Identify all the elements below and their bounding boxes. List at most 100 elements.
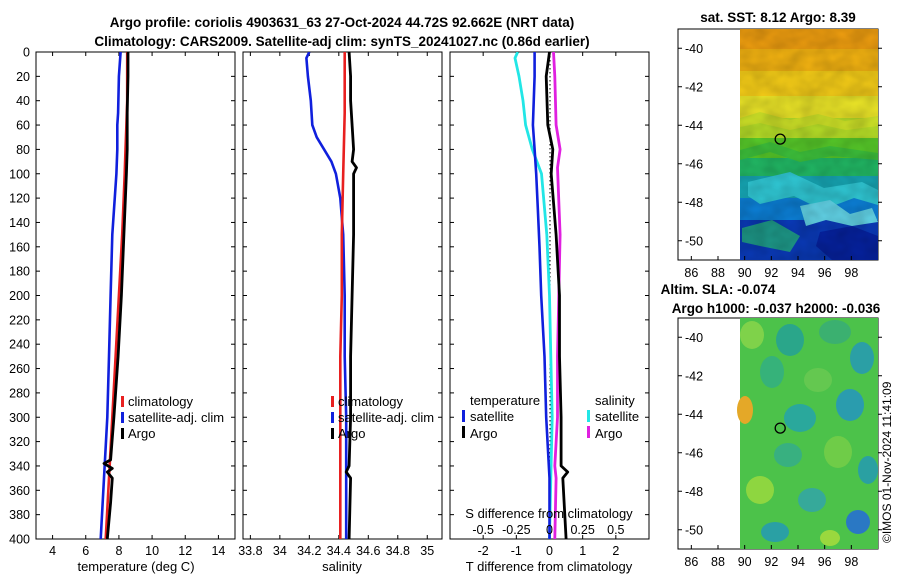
sla-map-title-line1: Altim. SLA: -0.074: [661, 282, 776, 297]
x-tick-label: 35: [420, 544, 434, 558]
top-x-tick-label: -0.5: [472, 523, 494, 537]
map-x-tick-label: 90: [738, 266, 752, 280]
map-y-tick-label: -44: [685, 119, 703, 133]
y-tick-label: 160: [9, 240, 30, 254]
legend-argo: Argo: [128, 426, 155, 441]
y-tick-label: 400: [9, 533, 30, 547]
map-y-tick-label: -50: [685, 234, 703, 248]
difference-xlabel: T difference from climatology: [466, 559, 633, 574]
legend-salinity-header: salinity: [595, 393, 635, 408]
x-tick-label: 6: [82, 544, 89, 558]
argo-line: [102, 52, 130, 539]
y-tick-label: 200: [9, 289, 30, 303]
climatology-line: [338, 52, 347, 539]
y-tick-label: 100: [9, 167, 30, 181]
temperature-panel: 0 20 40 60 80 100 120 140 160 180 200 220 240 260 280 3…: [9, 46, 236, 574]
y-tick-label: 240: [9, 338, 30, 352]
s-satellite-diff-line: [513, 52, 554, 539]
y-tick-label: 260: [9, 362, 30, 376]
map-y-tick-label: -46: [685, 157, 703, 171]
y-tick-label: 0: [23, 46, 30, 60]
temperature-x-ticks: 4 6 8 10 12 14: [49, 52, 225, 558]
map-x-tick-label: 96: [818, 555, 832, 569]
legend-swatch-t-argo: [462, 426, 465, 438]
temperature-lines: [99, 52, 130, 539]
x-tick-label: 34.4: [327, 544, 351, 558]
sla-map-ticks: 86 88 90 92 94 96 98 -40 -42 -44 -46 -48 -50: [678, 331, 882, 569]
s-argo-diff-line: [552, 52, 562, 539]
y-tick-label: 140: [9, 216, 30, 230]
legend-swatch-s-satellite: [587, 410, 590, 422]
x-tick-label: 34.8: [386, 544, 410, 558]
x-tick-label: -2: [478, 544, 489, 558]
map-y-tick-label: -42: [685, 369, 703, 383]
map-x-tick-label: 94: [791, 266, 805, 280]
legend-swatch-climatology: [121, 396, 124, 407]
y-tick-label: 380: [9, 508, 30, 522]
map-x-tick-label: 90: [738, 555, 752, 569]
top-x-tick-label: 0: [546, 523, 553, 537]
salinity-xlabel: salinity: [322, 559, 362, 574]
top-x-tick-label: -0.25: [502, 523, 531, 537]
t-satellite-diff-line: [531, 52, 551, 539]
x-tick-label: 12: [178, 544, 192, 558]
satellite-adj-clim-line: [305, 52, 348, 539]
y-tick-label: 360: [9, 484, 30, 498]
x-tick-label: 34.6: [356, 544, 380, 558]
imos-watermark: ©IMOS 01-Nov-2024 11:41:09: [880, 381, 894, 543]
sla-field: [737, 318, 878, 549]
x-tick-label: 33.8: [238, 544, 262, 558]
salinity-panel: 33.8 34 34.2 34.4 34.6 34.8 35 salinity climat…: [238, 51, 443, 574]
y-tick-label: 280: [9, 386, 30, 400]
map-x-tick-label: 92: [764, 555, 778, 569]
argo-location-marker: [774, 133, 786, 145]
difference-panel: -2 -1 0 1 2 T difference from climatology S …: [449, 51, 650, 574]
x-tick-label: 0: [546, 544, 553, 558]
difference-lines: [513, 52, 570, 539]
x-tick-label: 1: [579, 544, 586, 558]
legend-climatology: climatology: [128, 394, 194, 409]
x-tick-label: -1: [511, 544, 522, 558]
x-tick-label: 14: [211, 544, 225, 558]
map-y-tick-label: -44: [685, 408, 703, 422]
salinity-depth-ticks: [243, 51, 442, 540]
map-x-tick-label: 96: [818, 266, 832, 280]
figure-title-line2: Climatology: CARS2009. Satellite-adj cli…: [94, 34, 589, 49]
map-y-tick-label: -42: [685, 80, 703, 94]
sst-field: [740, 29, 878, 260]
salinity-x-ticks: 33.8 34 34.2 34.4 34.6 34.8 35: [238, 52, 434, 558]
temperature-depth-ticks: 0 20 40 60 80 100 120 140 160 180 200 220 240 260 280 3…: [9, 46, 235, 547]
map-y-tick-label: -40: [685, 331, 703, 345]
map-x-tick-label: 86: [684, 555, 698, 569]
sla-map-title-line2: Argo h1000: -0.037 h2000: -0.036: [672, 301, 881, 316]
legend-swatch-satellite-adj: [121, 412, 124, 423]
sst-map: sat. SST: 8.12 Argo: 8.39 86 88 90 92 94 96 98…: [677, 10, 882, 280]
difference-top-x-ticks: -0.5 -0.25 0 0.25 0.5: [472, 523, 624, 537]
difference-top-xlabel: S difference from climatology: [465, 506, 633, 521]
map-y-tick-label: -48: [685, 196, 703, 210]
top-x-tick-label: 0.25: [570, 523, 594, 537]
figure-title-line1: Argo profile: coriolis 4903631_63 27-Oct…: [110, 15, 574, 30]
map-x-tick-label: 88: [711, 266, 725, 280]
y-tick-label: 180: [9, 265, 30, 279]
legend-satellite-adj: satellite-adj. clim: [338, 410, 434, 425]
map-y-tick-label: -40: [685, 42, 703, 56]
legend-s-argo: Argo: [595, 426, 622, 441]
salinity-lines: [305, 52, 358, 539]
temperature-legend: climatology satellite-adj. clim Argo: [121, 394, 224, 441]
map-x-tick-label: 98: [844, 555, 858, 569]
x-tick-label: 10: [145, 544, 159, 558]
x-tick-label: 2: [612, 544, 619, 558]
difference-legend: temperature salinity satellite Argo sate…: [462, 393, 639, 441]
sla-map: Altim. SLA: -0.074 Argo h1000: -0.037 h2…: [661, 282, 882, 569]
legend-swatch-climatology: [331, 396, 334, 407]
legend-climatology: climatology: [338, 394, 404, 409]
t-argo-diff-line: [544, 52, 570, 539]
temperature-xlabel: temperature (deg C): [77, 559, 194, 574]
salinity-legend: climatology satellite-adj. clim Argo: [331, 394, 434, 441]
difference-depth-ticks: [450, 51, 649, 540]
legend-s-satellite: satellite: [595, 409, 639, 424]
y-tick-label: 220: [9, 313, 30, 327]
argo-location-marker: [774, 422, 786, 434]
